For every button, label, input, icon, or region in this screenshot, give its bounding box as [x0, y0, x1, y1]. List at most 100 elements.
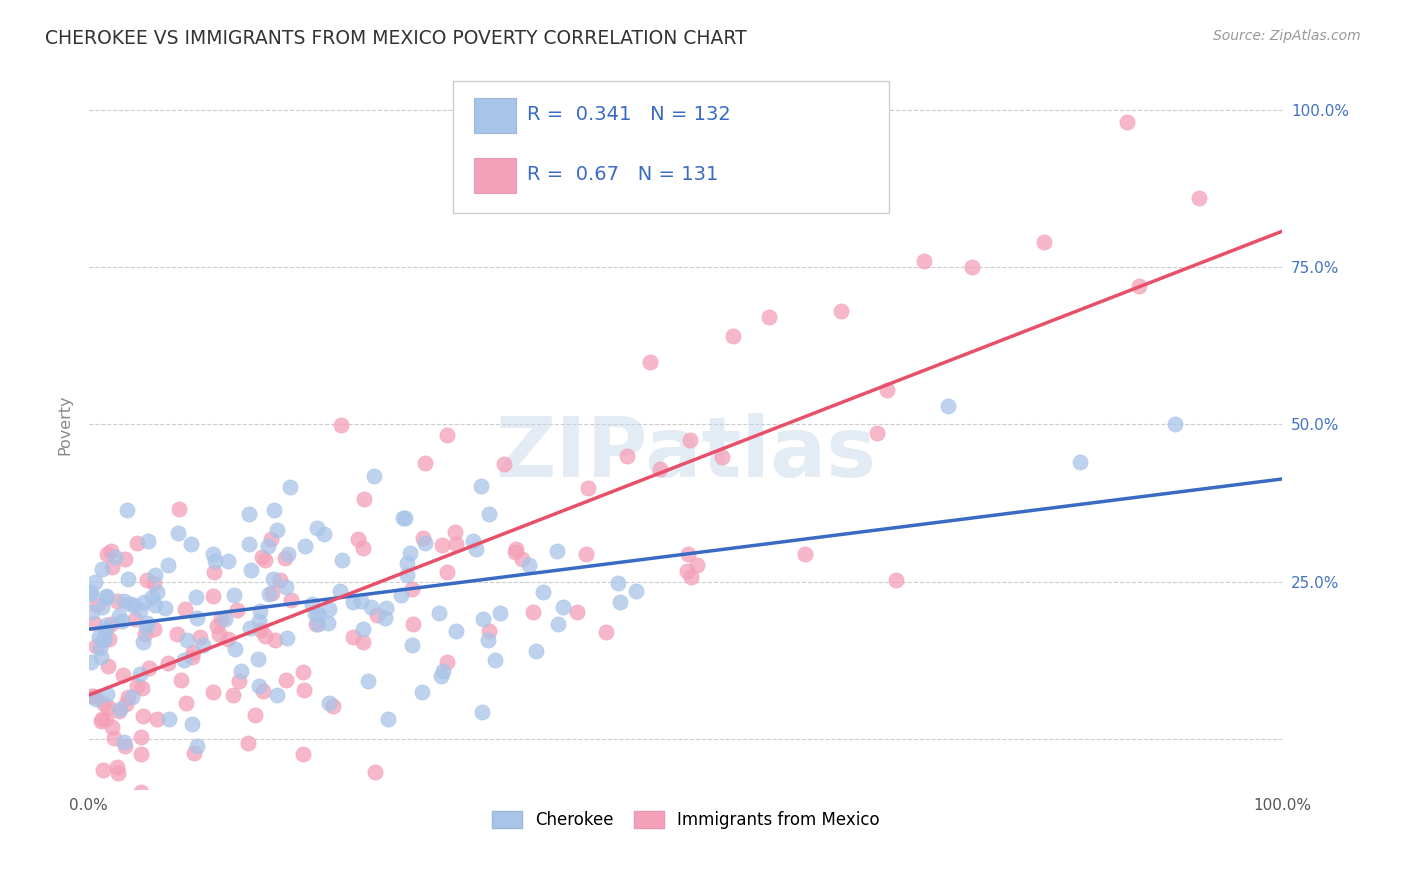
- Point: [84, 575, 107, 590]
- Point: [117, 690, 139, 704]
- Point: [138, 534, 160, 549]
- Point: [115, 698, 138, 712]
- Point: [90, 714, 112, 729]
- Point: [239, 621, 262, 635]
- Point: [352, 541, 374, 556]
- Point: [201, 685, 224, 699]
- Point: [415, 536, 437, 550]
- Point: [463, 534, 485, 549]
- Point: [250, 624, 273, 638]
- Point: [357, 674, 380, 689]
- Point: [266, 688, 288, 702]
- Point: [107, 766, 129, 780]
- Point: [173, 652, 195, 666]
- Point: [103, 731, 125, 745]
- Point: [94, 622, 117, 636]
- Point: [181, 645, 204, 659]
- Text: R =  0.67   N = 131: R = 0.67 N = 131: [527, 165, 718, 184]
- Point: [107, 760, 129, 774]
- Point: [238, 736, 260, 750]
- Point: [86, 691, 108, 706]
- Point: [960, 260, 983, 275]
- Point: [876, 384, 898, 398]
- Point: [228, 673, 250, 688]
- Point: [427, 606, 450, 620]
- Point: [399, 546, 422, 560]
- Point: [478, 624, 501, 638]
- Point: [180, 537, 202, 551]
- Point: [352, 635, 374, 649]
- Point: [294, 539, 316, 553]
- Point: [204, 554, 226, 568]
- Point: [229, 664, 252, 678]
- Point: [304, 607, 326, 621]
- Point: [174, 601, 197, 615]
- Point: [112, 593, 135, 607]
- Point: [166, 525, 188, 540]
- Point: [1032, 235, 1054, 249]
- Point: [470, 479, 492, 493]
- Point: [478, 507, 501, 521]
- Point: [377, 712, 399, 726]
- Point: [307, 607, 329, 621]
- Point: [522, 605, 544, 619]
- Point: [167, 502, 190, 516]
- Point: [105, 594, 128, 608]
- Point: [132, 635, 155, 649]
- Point: [430, 538, 453, 552]
- Point: [186, 739, 208, 754]
- Point: [111, 667, 134, 681]
- Point: [912, 253, 935, 268]
- Point: [280, 592, 302, 607]
- Point: [97, 632, 120, 646]
- Point: [89, 640, 111, 655]
- Point: [292, 683, 315, 698]
- Point: [96, 547, 118, 561]
- Point: [436, 565, 458, 579]
- Point: [91, 712, 114, 726]
- Point: [329, 584, 352, 599]
- Point: [444, 537, 467, 551]
- Point: [492, 458, 515, 472]
- Point: [86, 599, 108, 613]
- Point: [153, 601, 176, 615]
- Point: [1116, 115, 1139, 129]
- Point: [353, 492, 375, 507]
- Point: [276, 632, 298, 646]
- Point: [350, 594, 373, 608]
- Point: [224, 588, 246, 602]
- Point: [253, 552, 276, 566]
- Point: [274, 673, 297, 688]
- Point: [278, 480, 301, 494]
- Point: [104, 549, 127, 564]
- Point: [143, 598, 166, 612]
- Point: [595, 625, 617, 640]
- Point: [97, 659, 120, 673]
- Point: [616, 449, 638, 463]
- Point: [318, 601, 340, 615]
- Point: [342, 595, 364, 609]
- Point: [609, 595, 631, 609]
- Point: [679, 569, 702, 583]
- Point: [626, 583, 648, 598]
- Point: [638, 354, 661, 368]
- Point: [392, 511, 415, 525]
- Point: [224, 642, 246, 657]
- Point: [143, 568, 166, 582]
- Point: [122, 598, 145, 612]
- Point: [257, 539, 280, 553]
- Point: [305, 521, 328, 535]
- Point: [135, 620, 157, 634]
- Point: [676, 564, 699, 578]
- Point: [477, 633, 499, 648]
- Point: [89, 630, 111, 644]
- Point: [277, 547, 299, 561]
- Point: [330, 552, 353, 566]
- Point: [238, 536, 260, 550]
- Point: [389, 588, 412, 602]
- Point: [489, 606, 512, 620]
- Point: [1128, 279, 1150, 293]
- Point: [96, 590, 118, 604]
- Point: [304, 616, 326, 631]
- Point: [342, 630, 364, 644]
